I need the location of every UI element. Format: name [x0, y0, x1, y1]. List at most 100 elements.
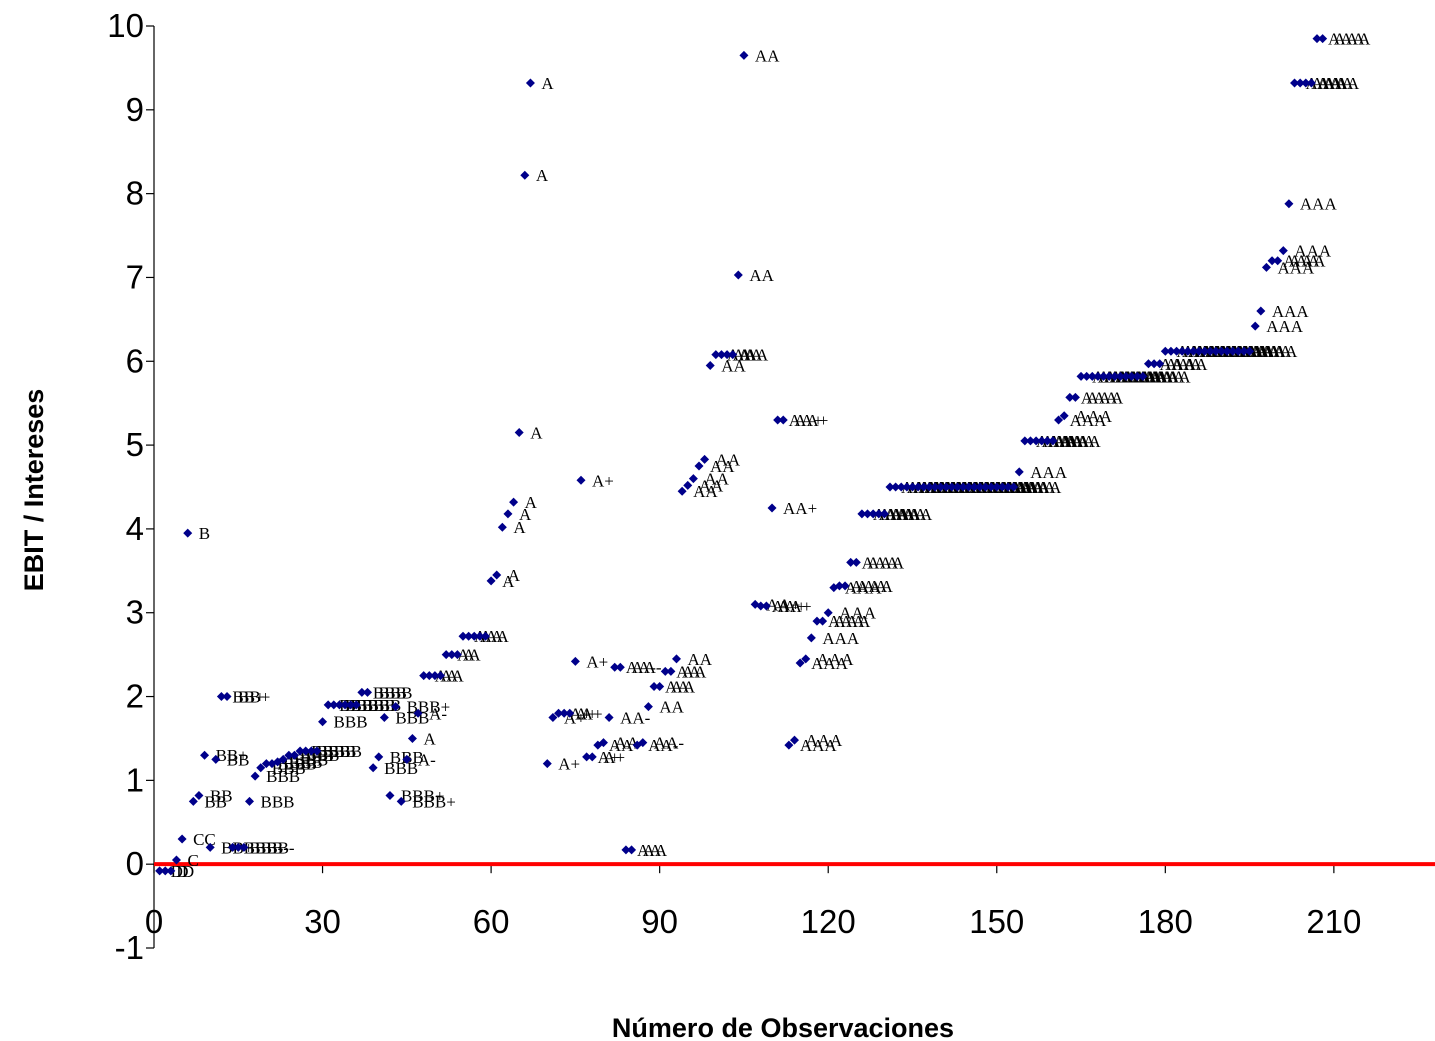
x-axis-ticks: 0 30 60 90 120 150 180 210	[145, 864, 1361, 940]
data-point	[391, 702, 401, 712]
data-point	[1318, 34, 1328, 44]
data-point	[1127, 371, 1137, 381]
data-point	[458, 631, 468, 641]
data-label: AAA	[1086, 388, 1124, 407]
data-point	[475, 631, 485, 641]
data-label: AAA	[1159, 355, 1197, 374]
data-label: BBB	[266, 767, 300, 786]
data-label: AA	[693, 482, 718, 501]
data-label: C	[187, 851, 198, 870]
data-point	[1014, 467, 1024, 477]
data-point	[1183, 346, 1193, 356]
data-point	[216, 692, 226, 702]
data-point	[205, 842, 215, 852]
data-label: AAA	[1041, 432, 1079, 451]
data-label: AA	[721, 356, 746, 375]
data-point	[396, 796, 406, 806]
data-point	[436, 671, 446, 681]
data-label: BBB	[294, 750, 328, 769]
data-point	[992, 482, 1002, 492]
data-label: AAA	[1266, 317, 1304, 336]
data-label: D	[176, 862, 188, 881]
data-label: BBB	[289, 753, 323, 772]
data-label: AAA	[839, 604, 877, 623]
data-point	[902, 482, 912, 492]
data-point	[312, 746, 322, 756]
data-point	[340, 700, 350, 710]
data-point	[694, 461, 704, 471]
data-label: AAA	[1075, 407, 1113, 426]
data-point	[1110, 371, 1120, 381]
data-point	[891, 482, 901, 492]
data-label: AAA	[1165, 355, 1203, 374]
data-label: AAA	[1137, 367, 1175, 386]
data-point	[919, 482, 929, 492]
data-point	[407, 733, 417, 743]
data-point	[846, 557, 856, 567]
data-point	[761, 601, 771, 611]
data-point	[289, 750, 299, 760]
data-label: AA+	[766, 595, 800, 614]
data-label: AA	[699, 476, 724, 495]
data-point	[441, 650, 451, 660]
y-tick-label: 1	[126, 761, 144, 798]
data-label: A	[463, 646, 476, 665]
data-label: BBB	[373, 683, 407, 702]
y-tick-label: 5	[126, 426, 144, 463]
data-point	[542, 759, 552, 769]
data-point	[228, 842, 238, 852]
data-label: BBB	[283, 755, 317, 774]
data-label: BBB	[311, 742, 345, 761]
data-label: A	[513, 518, 526, 537]
data-point	[615, 662, 625, 672]
data-label: A	[496, 627, 509, 646]
data-point	[464, 631, 474, 641]
data-point	[1166, 346, 1176, 356]
data-label: A	[541, 74, 554, 93]
x-tick-label: 180	[1138, 903, 1193, 940]
data-point	[1306, 78, 1316, 88]
y-tick-label: 4	[126, 510, 144, 547]
data-label: AAA	[828, 612, 866, 631]
data-point	[1104, 371, 1114, 381]
data-point	[941, 482, 951, 492]
data-label: AA	[710, 457, 735, 476]
data-point	[587, 752, 597, 762]
data-label: AA+	[783, 499, 817, 518]
data-label: BBB-	[249, 838, 289, 857]
data-point	[610, 662, 620, 672]
data-point	[1132, 371, 1142, 381]
data-point	[784, 740, 794, 750]
data-label: BBB	[356, 696, 390, 715]
data-label: A	[491, 627, 504, 646]
data-label: AAA	[1013, 478, 1051, 497]
data-label: AAA	[1238, 342, 1276, 361]
data-point	[1273, 256, 1283, 266]
data-points	[155, 34, 1328, 876]
data-point	[1301, 78, 1311, 88]
data-point	[1070, 392, 1080, 402]
data-point	[834, 581, 844, 591]
data-point	[868, 509, 878, 519]
data-point	[278, 754, 288, 764]
data-label: A+	[592, 471, 614, 490]
data-point	[627, 845, 637, 855]
data-point	[363, 687, 372, 697]
data-point	[1020, 436, 1030, 446]
data-point	[677, 486, 687, 496]
data-label: AA-	[626, 658, 657, 677]
data-point	[1099, 371, 1109, 381]
data-point	[1009, 482, 1019, 492]
data-label: BBB	[379, 683, 413, 702]
y-tick-label: 3	[126, 594, 144, 631]
data-point	[284, 750, 294, 760]
data-point	[907, 482, 917, 492]
data-label: BBB+	[401, 786, 445, 805]
x-tick-label: 60	[473, 903, 510, 940]
data-point	[318, 717, 328, 727]
data-point	[638, 738, 648, 748]
data-point	[705, 360, 715, 370]
data-point	[688, 474, 698, 484]
data-point	[1228, 346, 1238, 356]
